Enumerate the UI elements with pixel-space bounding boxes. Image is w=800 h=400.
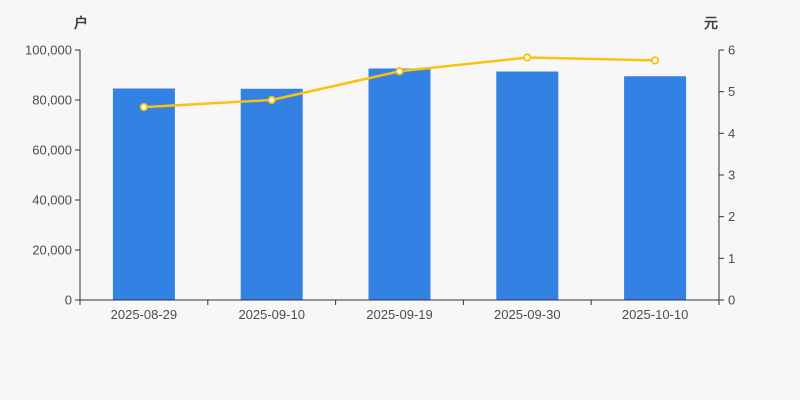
line-point-marker[interactable] (139, 102, 148, 112)
left-axis-unit-label: 户 (74, 15, 88, 31)
x-axis-category-label: 2025-10-10 (622, 307, 689, 322)
left-axis-tick-label: 60,000 (32, 143, 72, 158)
right-axis-tick-label: 3 (728, 168, 735, 183)
x-axis-category-label: 2025-09-19 (366, 307, 433, 322)
bar[interactable] (240, 88, 303, 300)
right-axis-unit-label: 元 (704, 15, 718, 31)
bar[interactable] (624, 76, 687, 300)
right-axis-tick-label: 5 (728, 84, 735, 99)
line-point-marker[interactable] (523, 53, 532, 62)
bar[interactable] (368, 68, 431, 301)
line-point-marker[interactable] (395, 67, 404, 76)
left-axis-tick-label: 80,000 (32, 93, 72, 108)
line-point-marker[interactable] (650, 56, 660, 65)
bar[interactable] (112, 88, 175, 301)
line-point-marker[interactable] (267, 95, 276, 105)
right-axis-tick-label: 2 (728, 209, 735, 224)
x-axis-category-label: 2025-09-10 (238, 307, 305, 322)
left-axis-tick-label: 0 (65, 293, 72, 308)
right-axis-tick-label: 6 (728, 43, 735, 58)
right-axis-tick-label: 0 (728, 293, 735, 308)
left-axis-tick-label: 40,000 (32, 193, 72, 208)
left-axis-tick-label: 100,000 (25, 43, 72, 58)
x-axis-category-label: 2025-08-29 (111, 307, 178, 322)
right-axis-tick-label: 1 (728, 251, 735, 266)
bar[interactable] (496, 71, 559, 301)
left-axis-tick-label: 20,000 (32, 243, 72, 258)
x-axis-category-label: 2025-09-30 (494, 307, 561, 322)
right-axis-tick-label: 4 (728, 126, 735, 141)
